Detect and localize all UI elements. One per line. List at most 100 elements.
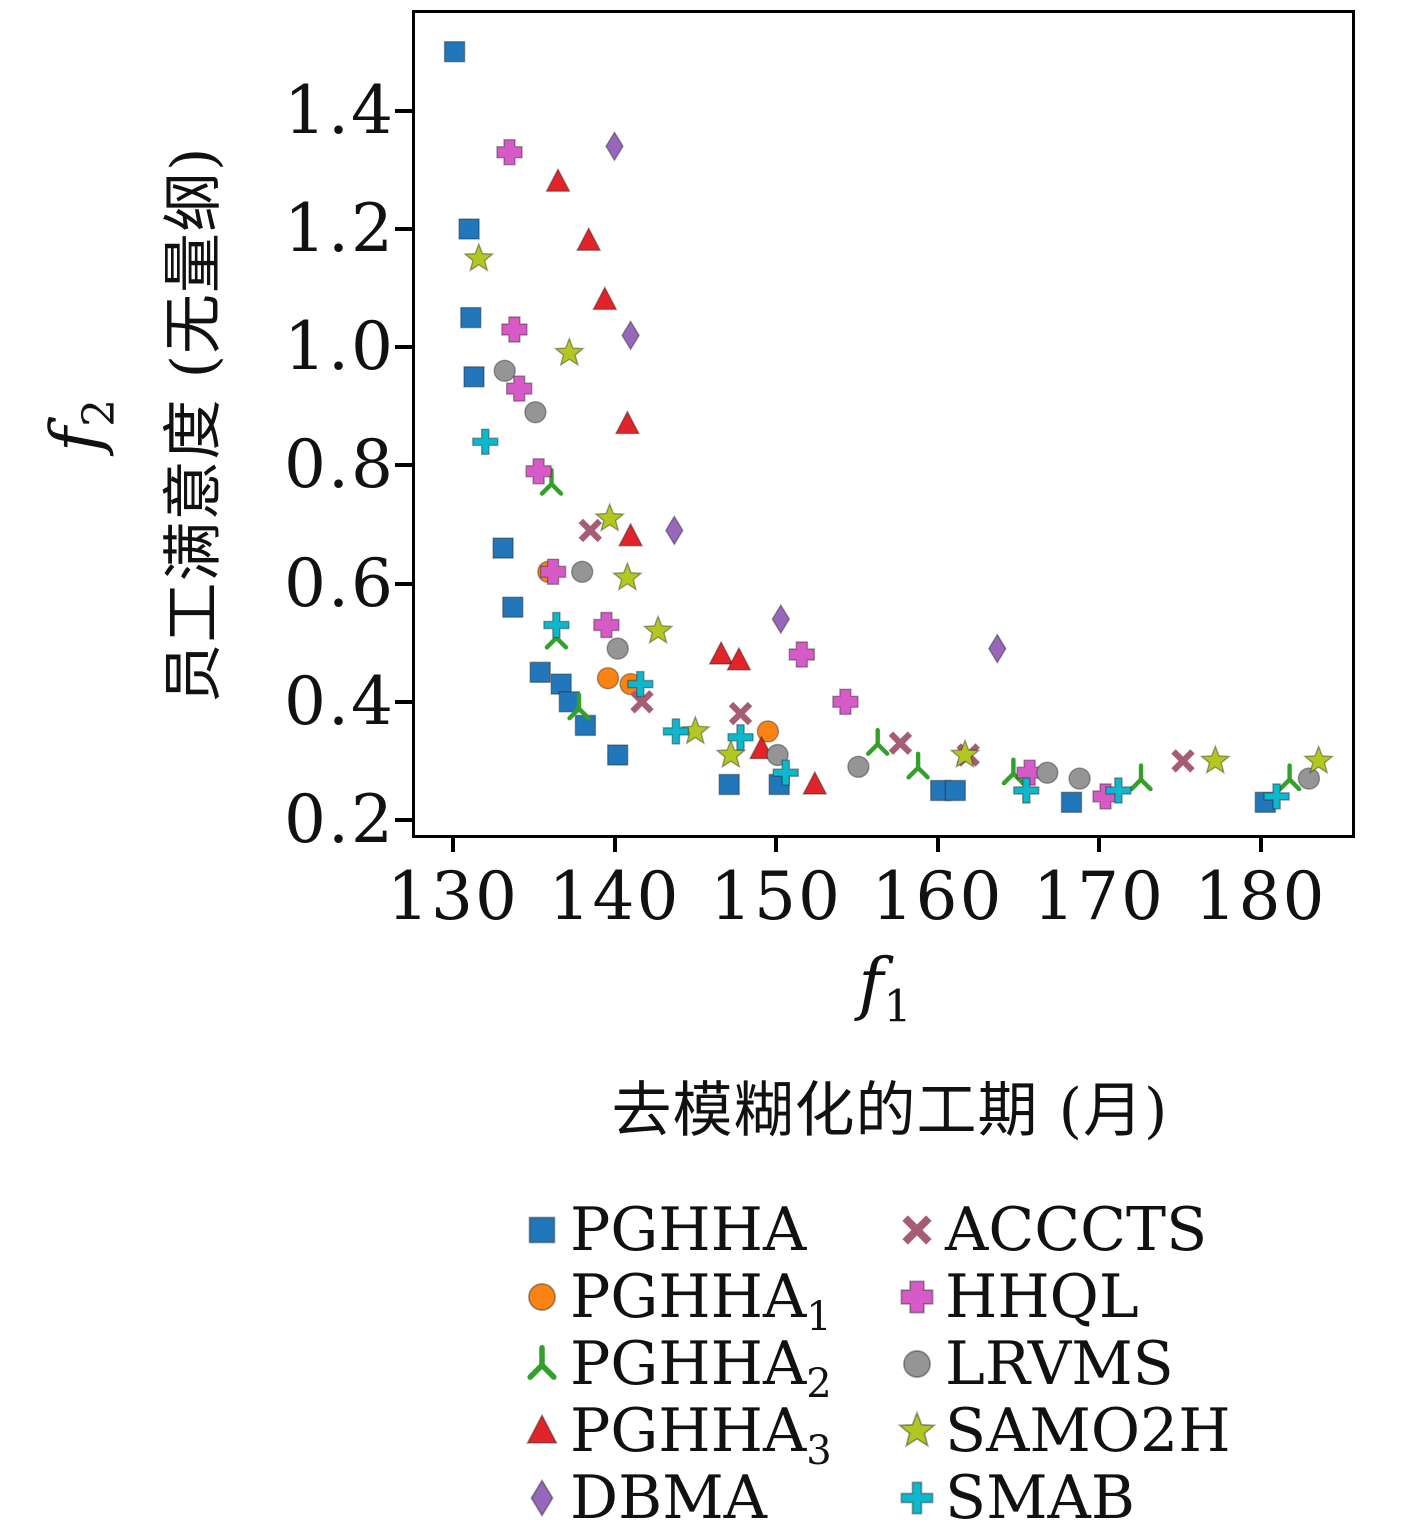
dbma-diamond-icon <box>530 1478 554 1517</box>
data-point-lrvms <box>570 560 594 583</box>
data-point-pghha1 <box>756 720 780 743</box>
data-point-pghha <box>574 714 597 737</box>
data-point-pghha <box>460 306 482 329</box>
y-axis-tick <box>395 227 412 231</box>
data-point-smab <box>1105 777 1132 804</box>
y-axis-tick <box>395 108 412 113</box>
legend-label: SMAB <box>945 1462 1135 1533</box>
legend-column-1: PGHHA PGHHA1 PGHHA2 PGHHA3 DBMA <box>520 1196 832 1531</box>
data-point-smab <box>1013 777 1040 804</box>
lrvms-circle-icon <box>903 1349 931 1378</box>
data-point-pghha2 <box>567 692 591 721</box>
legend-label: PGHHA <box>570 1395 807 1466</box>
data-point-lrvms <box>524 401 547 424</box>
x-tick-label: 170 <box>1033 858 1165 935</box>
y-axis-tick <box>395 699 412 704</box>
data-point-pghha3 <box>708 640 734 665</box>
data-point-pghha3 <box>802 770 828 795</box>
data-point-smab <box>472 428 499 455</box>
x-var-subscript: 1 <box>883 981 912 1033</box>
data-point-acccts <box>630 690 654 714</box>
y-tick-label: 1.0 <box>284 308 395 386</box>
x-axis-tick <box>612 835 617 852</box>
x-axis-tick <box>1097 835 1101 852</box>
legend-item-hhql: HHQL <box>895 1263 1231 1330</box>
data-point-samo2h <box>949 738 981 769</box>
data-point-samo2h <box>679 714 711 745</box>
data-point-pghha2 <box>1277 763 1302 792</box>
data-point-pghha2 <box>866 728 890 756</box>
x-tick-label: 150 <box>710 858 842 935</box>
y-axis-tick <box>395 345 412 350</box>
data-point-pghha <box>463 366 485 388</box>
data-point-hhql <box>1016 759 1043 786</box>
smab-plus-icon <box>900 1481 934 1514</box>
y-tick-label: 0.2 <box>284 781 395 858</box>
data-point-samo2h <box>463 242 495 272</box>
legend-item-smab: SMAB <box>895 1464 1231 1531</box>
data-point-samo2h <box>715 738 747 769</box>
data-point-pghha <box>550 673 572 695</box>
y-axis-tick <box>395 463 412 468</box>
data-point-acccts <box>728 701 753 726</box>
legend-item-pghha1: PGHHA1 <box>520 1263 832 1337</box>
data-point-hhql <box>593 611 620 639</box>
data-point-lrvms <box>847 755 870 778</box>
y-tick-label: 0.4 <box>284 662 395 740</box>
data-point-pghha <box>606 744 629 766</box>
y-axis-title: 员工满意度 (无量纲) <box>159 146 229 704</box>
legend-item-pghha2: PGHHA2 <box>520 1330 832 1404</box>
data-point-samo2h <box>642 614 674 645</box>
pghha3-triangle-icon <box>526 1412 558 1444</box>
y-tick-label: 0.6 <box>284 544 395 622</box>
pghha-square-icon <box>528 1216 556 1243</box>
data-point-pghha <box>443 41 466 63</box>
data-point-smab <box>627 670 654 698</box>
data-point-hhql <box>539 558 567 585</box>
data-point-samo2h <box>611 561 644 592</box>
legend-label: PGHHA <box>570 1194 807 1265</box>
data-point-pghha <box>944 779 966 802</box>
legend-label: HHQL <box>945 1261 1139 1332</box>
data-point-hhql <box>832 688 859 715</box>
x-axis-tick <box>935 835 940 852</box>
x-axis-variable-label: f1 <box>780 945 990 1029</box>
legend-label: DBMA <box>570 1462 767 1533</box>
data-point-acccts <box>1171 749 1195 773</box>
pghha1-circle-icon <box>528 1282 556 1311</box>
data-point-pghha <box>502 596 524 618</box>
data-point-pghha <box>529 661 551 683</box>
hhql-plus-icon <box>900 1280 934 1313</box>
data-point-pghha <box>1060 791 1083 813</box>
data-point-acccts <box>888 731 913 755</box>
data-point-lrvms <box>606 637 629 660</box>
y-tick-label: 0.8 <box>284 426 395 504</box>
x-tick-label: 180 <box>1194 858 1327 935</box>
data-point-pghha3 <box>576 226 602 252</box>
data-point-smab <box>727 724 754 751</box>
data-point-pghha1 <box>596 667 620 690</box>
data-point-lrvms <box>1036 761 1059 784</box>
data-point-pghha3 <box>748 735 775 760</box>
data-point-hhql <box>525 458 552 485</box>
data-point-samo2h <box>553 336 585 367</box>
data-point-samo2h <box>1302 744 1335 775</box>
data-point-dbma <box>664 515 684 546</box>
legend-item-dbma: DBMA <box>520 1464 832 1531</box>
data-point-pghha2 <box>1129 763 1153 792</box>
data-point-pghha2 <box>906 751 930 780</box>
data-point-pghha <box>458 218 480 240</box>
y-var-subscript: 2 <box>74 398 126 427</box>
y-tick-label: 1.4 <box>284 71 395 149</box>
data-point-pghha2 <box>539 467 564 496</box>
data-point-pghha <box>718 773 740 796</box>
legend-item-samo2h: SAMO2H <box>895 1397 1231 1464</box>
legend-column-2: ACCCTS HHQL LRVMS SAMO2H SMAB <box>895 1196 1231 1531</box>
data-point-samo2h <box>594 502 626 532</box>
data-point-smab <box>772 759 799 786</box>
data-point-pghha3 <box>726 646 752 671</box>
x-tick-label: 140 <box>548 858 681 935</box>
data-point-samo2h <box>1199 744 1231 775</box>
legend-item-pghha: PGHHA <box>520 1196 832 1263</box>
